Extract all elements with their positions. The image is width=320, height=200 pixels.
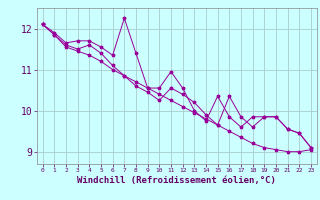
X-axis label: Windchill (Refroidissement éolien,°C): Windchill (Refroidissement éolien,°C) <box>77 176 276 185</box>
